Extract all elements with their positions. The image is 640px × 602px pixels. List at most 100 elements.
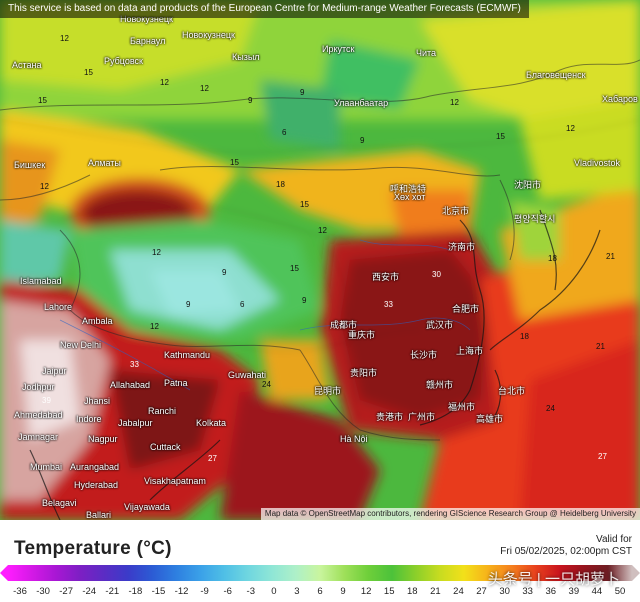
city-label: Vladivostok (574, 158, 621, 168)
temperature-value: 21 (596, 342, 605, 351)
scale-tick-label: 36 (545, 586, 557, 597)
city-label: 北京市 (442, 206, 470, 216)
city-label: Jodhpur (22, 382, 55, 392)
scale-tick-label: -36 (13, 586, 27, 597)
watermark: 头条号 | 一只胡萝卜 (487, 571, 620, 588)
city-label: Хабаров (602, 94, 638, 104)
city-label: Islamabad (20, 276, 62, 286)
city-label: 福州市 (448, 402, 476, 412)
scale-tick-label: 33 (522, 586, 533, 597)
scale-tick-label: 15 (383, 586, 395, 597)
city-label: 武汉市 (426, 320, 454, 330)
city-label: Visakhapatnam (144, 476, 206, 486)
scale-tick-label: -6 (223, 586, 232, 597)
temperature-value: 6 (282, 128, 287, 137)
city-label: Nagpur (88, 434, 118, 444)
scale-tick-label: -18 (128, 586, 143, 597)
temperature-value: 12 (60, 34, 69, 43)
scale-max-arrow (632, 565, 640, 581)
city-label: 成都市 (330, 320, 358, 330)
city-label: 合肥市 (452, 304, 480, 314)
scale-tick-label: 6 (317, 586, 323, 597)
city-label: Kathmandu (164, 350, 211, 360)
city-label: Барнаул (130, 36, 166, 46)
city-label: Хөх хот (394, 192, 426, 202)
city-label: 上海市 (456, 346, 484, 356)
city-label: Jaipur (42, 366, 67, 376)
city-label: 呼和浩特 (390, 184, 427, 194)
city-label: Новокузнецк (182, 30, 235, 40)
city-label: Kolkata (196, 418, 227, 428)
city-label: Астана (12, 60, 42, 70)
city-label: Ahmedabad (14, 410, 63, 420)
city-label: Jamnagar (18, 432, 59, 442)
city-label: Aurangabad (70, 462, 120, 472)
temperature-value: 21 (606, 252, 615, 261)
temperature-value: 18 (548, 254, 557, 263)
city-label: Ranchi (148, 406, 177, 416)
city-label: Улаанбаатар (334, 98, 389, 108)
temperature-value: 12 (40, 182, 49, 191)
city-label: Бишкек (14, 160, 46, 170)
city-label: Hà Nội (340, 434, 368, 444)
temperature-value: 12 (152, 248, 161, 257)
legend-panel: Temperature (°C) Valid for Fri 05/02/202… (0, 520, 640, 602)
legend-title: Temperature (°C) (14, 538, 172, 559)
map-data-attribution[interactable]: Map data © OpenStreetMap contributors, r… (260, 508, 640, 520)
temperature-value: 30 (432, 270, 441, 279)
scale-tick-label: -9 (200, 586, 209, 597)
city-label: Алматы (88, 158, 121, 168)
temperature-value: 12 (318, 226, 327, 235)
temperature-value: 24 (262, 380, 271, 389)
scale-tick-label: 21 (430, 586, 441, 597)
temperature-value: 12 (160, 78, 169, 87)
city-label: Indore (76, 414, 102, 424)
scale-tick-label: 0 (271, 586, 277, 597)
scale-min-arrow (0, 565, 8, 581)
scale-tick-label: 27 (476, 586, 487, 597)
scale-tick-label: 50 (614, 586, 626, 597)
temperature-value: 15 (38, 96, 47, 105)
valid-datetime: Fri 05/02/2025, 02:00pm CST (500, 546, 632, 557)
city-label: New Delhi (60, 340, 102, 350)
city-label: 高雄市 (476, 414, 504, 424)
temperature-value: 15 (300, 200, 309, 209)
city-label: Ambala (82, 316, 113, 326)
scale-tick-label: -27 (59, 586, 74, 597)
scale-tick-label: -12 (174, 586, 189, 597)
temperature-value: 9 (248, 96, 253, 105)
color-scale-bar (0, 565, 640, 581)
temperature-value: 27 (208, 454, 217, 463)
city-label: Ballari (86, 510, 112, 520)
city-label: Lahore (44, 302, 73, 312)
temperature-map[interactable]: Новокузнецк Барнаул Новокузнецк Кызыл Иркутс… (0, 0, 640, 520)
city-label: Рубцовск (104, 56, 143, 66)
temperature-value: 9 (300, 88, 305, 97)
temperature-value: 6 (240, 300, 245, 309)
scale-tick-label: 18 (407, 586, 418, 597)
city-label: 昆明市 (314, 386, 342, 396)
temperature-value: 12 (566, 124, 575, 133)
city-label: Allahabad (110, 380, 151, 390)
city-label: Cuttack (150, 442, 181, 452)
temperature-value: 18 (520, 332, 529, 341)
valid-time: Valid for Fri 05/02/2025, 02:00pm CST (500, 534, 632, 558)
city-label: Кызыл (232, 52, 260, 62)
scale-tick-label: 12 (360, 586, 372, 597)
city-label: 西安市 (372, 272, 400, 282)
city-label: Новокузнецк (120, 14, 173, 24)
temperature-value: 9 (360, 136, 365, 145)
temperature-value: 15 (84, 68, 93, 77)
scale-tick-label: -24 (82, 586, 97, 597)
temperature-value: 39 (42, 396, 51, 405)
city-label: 长沙市 (410, 350, 438, 360)
temperature-value: 24 (546, 404, 555, 413)
scale-tick-label: 9 (340, 586, 346, 597)
valid-label: Valid for (596, 534, 632, 545)
city-label: 重庆市 (348, 330, 376, 340)
city-label: Vijayawada (124, 502, 170, 512)
city-label: 广州市 (408, 412, 436, 422)
city-label: Jhansi (84, 396, 111, 406)
temperature-value: 27 (598, 452, 607, 461)
temperature-value: 9 (186, 300, 191, 309)
